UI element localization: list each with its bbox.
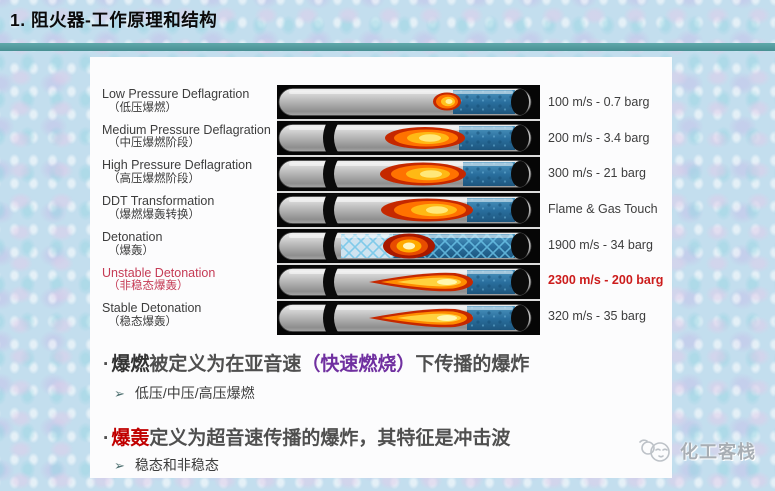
- pipe-flame-icon: [278, 302, 532, 334]
- stage-label: Stable Detonation （稳态爆轰）: [102, 301, 202, 329]
- watermark-doodle-icon: [639, 439, 670, 462]
- sub-bullet-deflagration-types: ➢ 低压/中压/高压爆燃: [114, 385, 255, 401]
- stage-label: Low Pressure Deflagration （低压爆燃）: [102, 87, 250, 114]
- pipe-flame-icon: [278, 230, 532, 262]
- pipe-flame-icon: [278, 88, 532, 116]
- pipe-illustration-detonation: [277, 229, 540, 263]
- pipe-illustration-low-deflagration: [277, 85, 540, 119]
- stage-value-unstable: 2300 m/s - 200 barg: [548, 273, 664, 288]
- arrow-bullet-icon: ➢: [114, 386, 125, 401]
- term-fast-combustion: （快速燃烧）: [301, 354, 416, 375]
- bullet-detonation-definition: · 爆轰定义为超音速传播的爆炸，其特征是冲击波: [103, 428, 511, 449]
- pipe-illustration-ddt: [277, 193, 540, 227]
- pipe-flame-icon: [278, 158, 532, 190]
- slide-title: 1. 阻火器-工作原理和结构: [10, 10, 218, 30]
- stage-value: 1900 m/s - 34 barg: [548, 237, 653, 252]
- watermark: 化工客栈: [636, 436, 756, 466]
- stage-labels: Low Pressure Deflagration （低压爆燃） Medium …: [102, 84, 276, 334]
- content-panel: Low Pressure Deflagration （低压爆燃） Medium …: [90, 57, 672, 478]
- sub-bullet-detonation-types: ➢ 稳态和非稳态: [114, 457, 219, 473]
- term-deflagration: 爆燃: [111, 354, 150, 375]
- stage-label: DDT Transformation （爆燃爆轰转换）: [102, 194, 215, 221]
- pipe-illustration-stable-detonation: [277, 301, 540, 335]
- term-detonation: 爆轰: [111, 428, 150, 449]
- pipes-diagram: [277, 85, 540, 335]
- pipe-illustration-high-deflagration: [277, 157, 540, 191]
- stage-label: Detonation （爆轰）: [102, 229, 163, 257]
- pipe-flame-icon: [278, 122, 532, 154]
- bullet-deflagration-definition: · 爆燃被定义为在亚音速（快速燃烧）下传播的爆炸: [103, 354, 530, 375]
- stage-label: Medium Pressure Deflagration （中压爆燃阶段）: [102, 122, 271, 150]
- stage-values: 100 m/s - 0.7 barg 200 m/s - 3.4 barg 30…: [548, 84, 670, 334]
- stage-label-unstable: Unstable Detonation （非稳态爆轰）: [102, 265, 216, 293]
- stage-value: 300 m/s - 21 barg: [548, 166, 646, 181]
- pipe-illustration-medium-deflagration: [277, 121, 540, 155]
- watermark-label: 化工客栈: [680, 442, 756, 462]
- stage-value: Flame & Gas Touch: [548, 202, 658, 217]
- pipe-illustration-unstable-detonation: [277, 265, 540, 299]
- accent-bar: [0, 43, 775, 51]
- arrow-bullet-icon: ➢: [114, 458, 125, 473]
- stage-value: 200 m/s - 3.4 barg: [548, 130, 650, 145]
- pipe-flame-icon: [278, 266, 532, 298]
- stage-value: 320 m/s - 35 barg: [548, 309, 646, 324]
- pipe-flame-icon: [278, 194, 532, 226]
- stage-value: 100 m/s - 0.7 barg: [548, 94, 650, 109]
- stage-label: High Pressure Deflagration （高压爆燃阶段）: [102, 158, 253, 186]
